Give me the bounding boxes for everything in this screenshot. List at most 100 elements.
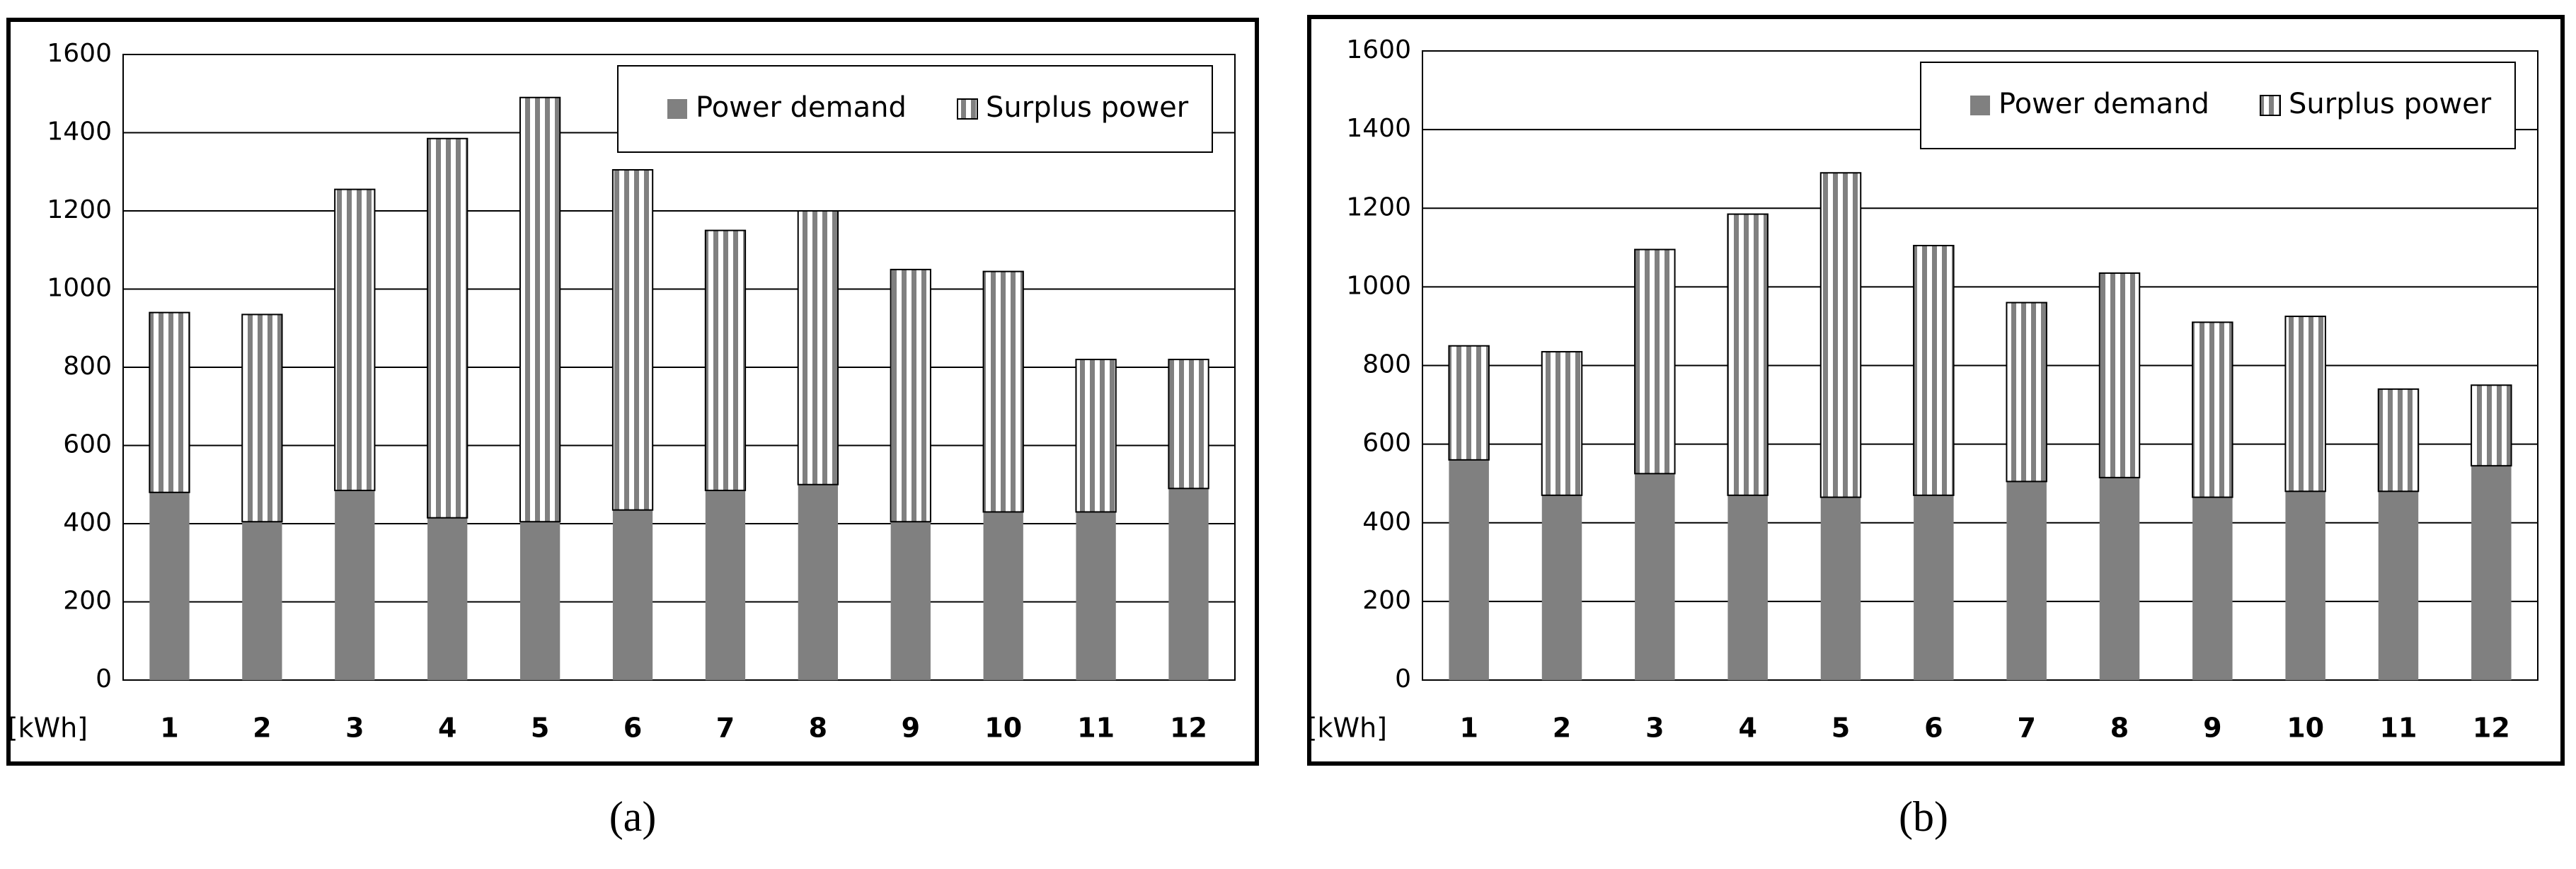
bar-segment [427,137,468,519]
bar-segment [1449,459,1489,680]
bar-segment [2098,272,2141,478]
legend-box [1920,62,2516,149]
x-tick-label: 10 [2287,713,2324,744]
x-tick-label: 6 [623,713,642,744]
caption: (a) [609,793,657,840]
x-tick-label: 1 [1459,713,1478,744]
legend-label: Surplus power [2289,88,2492,120]
x-tick-label: 4 [1738,713,1756,744]
x-tick-label: 3 [1645,713,1664,744]
bar-segment [1913,245,1955,496]
y-tick-label: 800 [1362,350,1411,379]
bar-segment [797,210,839,485]
bar-segment [427,517,468,680]
bar-segment [149,492,190,680]
y-tick-label: 1000 [47,274,112,303]
unit-label: [kWh] [1307,713,1387,744]
y-tick-label: 0 [1395,664,1411,694]
chart-frame [1307,15,2565,766]
bar-segment [334,188,376,492]
x-tick-label: 6 [1924,713,1943,744]
bar-segment [1076,512,1116,680]
y-tick-label: 1200 [1346,192,1411,221]
unit-label: [kWh] [8,713,88,744]
bar-segment [2471,384,2512,467]
legend-label: Power demand [696,91,907,124]
bar-segment [1635,473,1675,680]
x-tick-label: 12 [1170,713,1207,744]
bar-segment [2284,316,2326,493]
bar-segment [2471,466,2512,680]
y-tick-label: 400 [1362,507,1411,536]
bar-segment [1820,497,1861,680]
bar-segment [2006,481,2047,680]
bar-segment [611,168,654,511]
x-tick-label: 11 [1077,713,1115,744]
legend-box [617,65,1213,153]
bar-segment [1168,358,1209,490]
legend-swatch [957,98,978,120]
bar-segment [704,229,747,492]
bar-segment [2377,388,2420,493]
bar-segment [1914,495,1954,680]
caption: (b) [1899,793,1948,840]
legend-label: Power demand [1999,88,2209,120]
y-tick-label: 1600 [47,39,112,68]
y-tick-label: 200 [63,587,112,616]
x-tick-label: 2 [253,713,271,744]
bar-segment [890,268,931,523]
x-tick-label: 10 [984,713,1022,744]
x-tick-label: 4 [438,713,456,744]
bar-segment [798,484,839,680]
x-tick-label: 3 [345,713,364,744]
legend-swatch [2260,95,2281,116]
bar-segment [2006,301,2047,483]
bar-segment [1168,488,1209,680]
y-tick-label: 1200 [47,195,112,224]
bar-segment [1634,248,1676,475]
bar-segment [1541,351,1583,496]
bar-segment [241,313,283,523]
bar-segment [149,311,190,493]
bar-segment [1075,358,1117,513]
bar-segment [242,522,282,680]
y-tick-label: 200 [1362,586,1411,615]
bar-segment [2099,477,2140,680]
legend-swatch [667,99,687,119]
y-tick-label: 1000 [1346,271,1411,300]
bar-segment [519,96,561,523]
legend-swatch [1970,96,1990,115]
x-tick-label: 1 [160,713,178,744]
x-tick-label: 5 [1832,713,1850,744]
bar-segment [2192,497,2233,680]
x-tick-label: 12 [2473,713,2510,744]
y-tick-label: 1600 [1346,35,1411,64]
bar-segment [705,490,746,680]
bar-segment [2192,321,2233,498]
legend-label: Surplus power [986,91,1189,124]
bar-segment [1541,495,1582,680]
x-tick-label: 7 [716,713,735,744]
bar-segment [1727,213,1769,496]
x-tick-label: 2 [1553,713,1571,744]
bar-segment [1819,172,1862,498]
bar-segment [2285,491,2325,680]
x-tick-label: 8 [2110,713,2129,744]
chart-frame [6,18,1259,766]
bar-segment [612,510,653,680]
x-tick-label: 8 [809,713,827,744]
bar-segment [2378,491,2419,680]
bar-segment [982,270,1024,513]
y-tick-label: 1400 [47,117,112,146]
x-tick-label: 11 [2380,713,2417,744]
y-tick-label: 600 [1362,429,1411,458]
bar-segment [1727,495,1768,680]
bar-segment [519,522,560,680]
x-tick-label: 5 [531,713,549,744]
bar-segment [983,512,1023,680]
y-tick-label: 800 [63,352,112,381]
y-tick-label: 600 [63,430,112,459]
y-tick-label: 400 [63,508,112,537]
x-tick-label: 7 [2017,713,2035,744]
